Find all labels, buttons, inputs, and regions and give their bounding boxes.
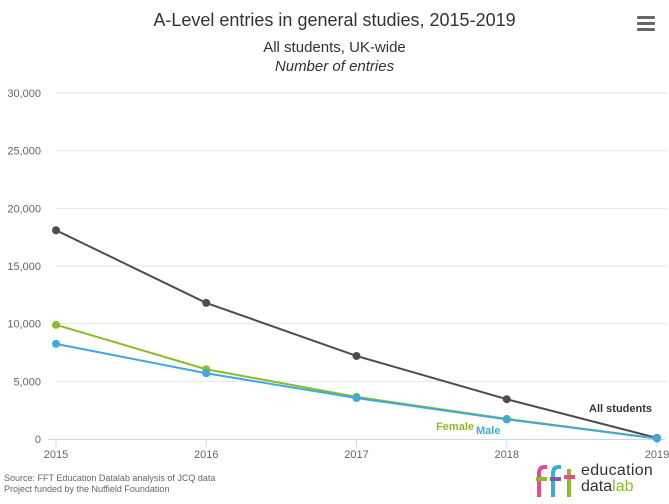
source-line: Source: FFT Education Datalab analysis o…: [4, 473, 216, 483]
x-tick-label: 2018: [495, 449, 519, 461]
data-point-all-students[interactable]: [502, 395, 511, 404]
logo-word-education: education: [581, 462, 654, 479]
logo-wordmark: education datalab: [581, 463, 653, 495]
data-point-all-students[interactable]: [202, 298, 211, 307]
y-tick-label: 30,000: [7, 88, 41, 100]
x-tick-label: 2016: [194, 449, 218, 461]
y-tick-label: 25,000: [7, 146, 41, 158]
funding-line: Project funded by the Nuffield Foundatio…: [4, 484, 170, 494]
data-point-all-students[interactable]: [52, 226, 60, 235]
series-label-female: Female: [436, 421, 474, 433]
series-label-male: Male: [476, 425, 500, 437]
x-tick-label: 2015: [44, 449, 68, 461]
data-point-male[interactable]: [352, 394, 361, 403]
education-datalab-logo: education datalab: [535, 463, 665, 499]
x-tick-label: 2019: [645, 449, 669, 461]
data-point-male[interactable]: [52, 339, 60, 348]
y-tick-label: 5,000: [13, 376, 41, 388]
y-tick-label: 0: [35, 434, 41, 446]
y-tick-label: 10,000: [7, 319, 41, 331]
data-point-male[interactable]: [202, 369, 211, 378]
subtitle-line: All students, UK-wide: [263, 39, 406, 56]
data-point-female[interactable]: [52, 320, 60, 329]
source-note: Source: FFT Education Datalab analysis o…: [4, 473, 215, 495]
logo-word-datalab: datalab: [581, 479, 653, 495]
fft-logo-mark-icon: [536, 465, 575, 497]
series-label-all-students: All students: [589, 403, 652, 415]
chart-title: A-Level entries in general studies, 2015…: [153, 10, 516, 30]
data-point-male[interactable]: [502, 415, 511, 424]
logo-word-lab: lab: [612, 478, 634, 495]
subtitle-units: Number of entries: [274, 58, 395, 75]
line-chart: 0 5,000 10,000 15,000 20,000 25,000 30,000 2015…: [7, 88, 669, 461]
y-tick-label: 20,000: [7, 203, 41, 215]
data-point-all-students[interactable]: [352, 351, 361, 360]
logo-word-data: data: [581, 478, 613, 495]
data-point-male[interactable]: [653, 434, 661, 443]
y-tick-label: 15,000: [7, 261, 41, 273]
x-tick-label: 2017: [344, 449, 368, 461]
series-line-all-students: [55, 229, 658, 439]
chart-subtitle: All students, UK-wide Number of entries: [0, 38, 669, 76]
chart-menu-icon[interactable]: [637, 16, 655, 32]
